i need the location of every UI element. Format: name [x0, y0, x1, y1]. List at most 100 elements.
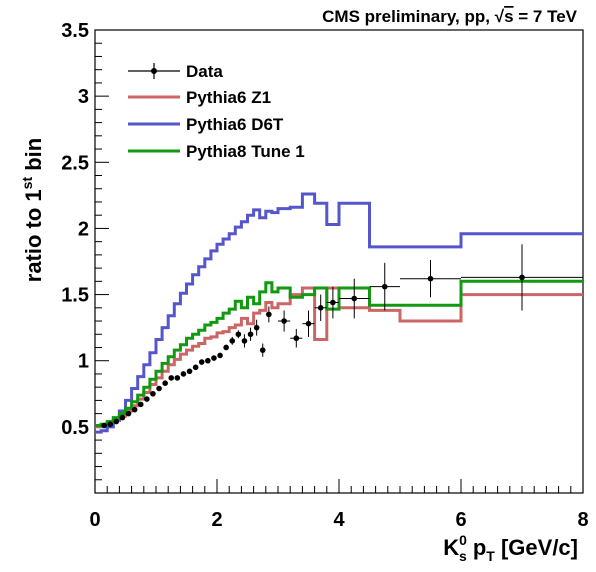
legend-item-p8: Pythia8 Tune 1 [128, 142, 305, 161]
legend-label-z1: Pythia6 Z1 [186, 88, 271, 107]
data-point-marker [174, 375, 181, 381]
data-point [326, 286, 339, 319]
data-point-marker [192, 364, 199, 371]
legend-label-p8: Pythia8 Tune 1 [186, 142, 305, 161]
x-axis-title-p: p [467, 535, 487, 560]
x-axis-title: K0 s pT [GeV/c] [443, 532, 578, 564]
data-points [101, 244, 583, 429]
legend-item-data: Data [128, 62, 223, 81]
x-axis-title-k: K [443, 535, 459, 560]
data-point-marker [144, 396, 150, 402]
data-point [211, 355, 217, 361]
data-point [253, 319, 260, 336]
x-tick-label: 4 [333, 509, 345, 531]
data-point [266, 306, 272, 323]
data-point-marker [235, 331, 242, 338]
data-point-marker [317, 305, 324, 311]
x-axis-title-sub: s [459, 548, 467, 564]
y-axis: 0.5 1 1.5 2 2.5 3 3.5 [61, 20, 109, 494]
data-point [125, 410, 132, 417]
data-point-marker [150, 390, 156, 397]
x-axis: 0 2 4 6 8 [89, 479, 589, 531]
series-line-pythia8-tune1 [95, 279, 583, 427]
chart-title: CMS preliminary, pp, √s = 7 TeV [322, 7, 578, 26]
title-sqrt: √ [495, 7, 505, 26]
y-axis-title: ratio to 1st bin [19, 138, 46, 282]
data-point-marker [156, 385, 162, 392]
data-point [144, 396, 150, 402]
title-s: s [504, 7, 513, 26]
data-point-marker [241, 338, 248, 344]
x-axis-title-psub: T [486, 548, 495, 564]
y-axis-title-main: ratio to 1 [21, 189, 46, 282]
data-point [400, 260, 461, 298]
data-point-marker [211, 355, 217, 361]
legend-item-z1: Pythia6 Z1 [128, 88, 271, 107]
data-point-marker [119, 414, 126, 421]
data-point-marker [229, 338, 236, 344]
data-point [223, 344, 229, 351]
data-point-marker [281, 318, 287, 324]
y-tick-label: 2.5 [61, 152, 89, 174]
data-point [180, 371, 187, 377]
data-point [461, 244, 583, 311]
data-point [205, 357, 211, 364]
data-point-marker [266, 311, 272, 318]
data-point [168, 375, 175, 381]
data-point [119, 414, 126, 421]
data-point [186, 368, 193, 375]
data-point-marker [180, 371, 187, 377]
data-point [150, 390, 156, 397]
data-point-marker [137, 401, 144, 408]
data-point [229, 336, 236, 345]
x-tick-label: 6 [455, 509, 466, 531]
y-tick-label: 3.5 [61, 20, 89, 42]
data-point-marker [162, 380, 168, 387]
data-point-marker [253, 324, 260, 331]
data-point [162, 380, 168, 387]
series-layer [95, 192, 583, 434]
x-axis-title-sup: 0 [459, 532, 467, 548]
series-line-pythia6-z1 [95, 286, 583, 429]
data-point [131, 406, 138, 413]
y-tick-label: 3 [78, 86, 89, 108]
data-point [235, 330, 242, 339]
legend-label-d6t: Pythia6 D6T [186, 115, 284, 134]
legend-item-d6t: Pythia6 D6T [128, 115, 284, 134]
data-point [247, 327, 254, 341]
data-point-marker [223, 344, 229, 351]
data-point [113, 418, 120, 425]
data-point-marker [351, 295, 358, 302]
data-point [290, 328, 303, 348]
y-axis-title-rest: bin [21, 138, 46, 177]
data-point-marker [101, 422, 107, 429]
data-point [137, 401, 144, 408]
data-point [101, 422, 107, 429]
data-point-marker [330, 299, 336, 306]
data-point [156, 385, 162, 392]
data-point [217, 352, 223, 359]
y-tick-label: 2 [78, 218, 89, 240]
data-point [302, 310, 315, 337]
y-tick-label: 1.5 [61, 285, 89, 307]
series-line-pythia6-d6t [95, 192, 583, 434]
data-point [174, 375, 181, 381]
data-point [369, 262, 400, 311]
data-point [314, 294, 327, 322]
data-point [192, 364, 199, 371]
data-point-marker [131, 406, 138, 413]
x-tick-label: 8 [577, 509, 588, 531]
data-point [339, 278, 370, 319]
y-axis-title-sup: st [19, 177, 35, 190]
y-tick-label: 1 [78, 351, 89, 373]
title-suffix: = 7 TeV [514, 7, 578, 26]
data-point [259, 343, 266, 357]
data-point-marker [247, 331, 254, 338]
legend-data-marker [151, 68, 157, 74]
y-tick-label: 0.5 [61, 417, 89, 439]
data-point-marker [168, 375, 175, 381]
data-point-marker [205, 357, 211, 364]
x-axis-title-rest: [GeV/c] [495, 535, 578, 560]
data-point-marker [125, 410, 132, 417]
